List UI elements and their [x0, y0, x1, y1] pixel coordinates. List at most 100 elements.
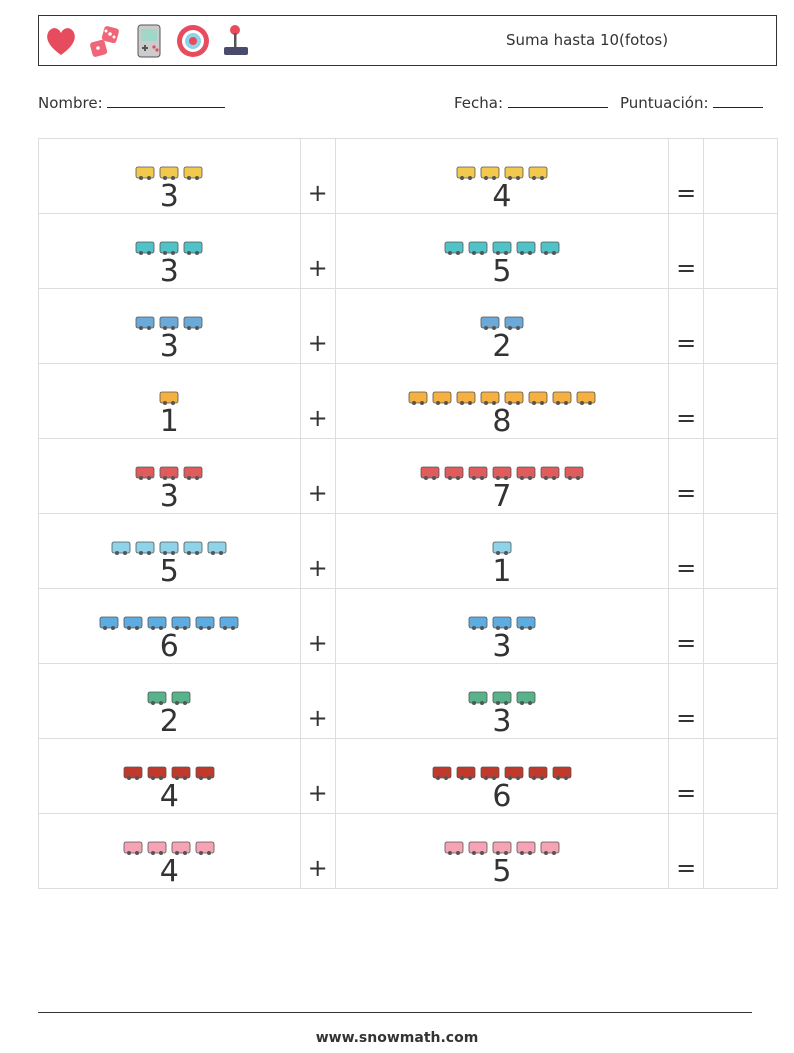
- addend-b: 6: [334, 738, 670, 814]
- footer-url: www.snowmath.com: [315, 1030, 479, 1046]
- cheese-icon: [528, 391, 548, 405]
- problem-row: 5 +1 =: [38, 513, 778, 589]
- name-field[interactable]: Nombre:: [38, 94, 226, 112]
- addend-a: 1: [38, 363, 301, 439]
- answer-cell[interactable]: [703, 738, 778, 814]
- problem-row: 4 +6 =: [38, 738, 778, 814]
- score-label: Puntuación:: [620, 94, 709, 112]
- city-buildings-pictures: [336, 305, 669, 331]
- map-frame-pictures: [39, 530, 300, 556]
- addend-value: 5: [492, 254, 512, 289]
- heart-message-icon: [492, 841, 512, 855]
- date-blank[interactable]: [507, 95, 608, 108]
- answer-cell[interactable]: [703, 288, 778, 364]
- addend-a: 5: [38, 513, 301, 589]
- addend-a: 3: [38, 213, 301, 289]
- trees-icon: [171, 691, 191, 705]
- addend-value: 2: [159, 704, 179, 739]
- city-buildings-icon: [183, 316, 203, 330]
- footer-divider: [38, 1012, 752, 1013]
- sailboat-icon: [159, 241, 179, 255]
- heart-message-pictures: [39, 830, 300, 856]
- heart-message-pictures: [336, 830, 669, 856]
- equals-sign: =: [668, 288, 705, 364]
- score-field[interactable]: Puntuación:: [620, 94, 764, 112]
- answer-cell[interactable]: [703, 513, 778, 589]
- trolleybus-icon: [159, 166, 179, 180]
- equals-sign: =: [668, 663, 705, 739]
- worksheet-header: Suma hasta 10(fotos): [38, 15, 777, 66]
- equals-sign: =: [668, 138, 705, 214]
- addend-b: 5: [334, 813, 670, 889]
- cheese-pictures: [39, 380, 300, 406]
- addend-value: 4: [159, 779, 179, 814]
- truck-icon: [135, 466, 155, 480]
- answer-cell[interactable]: [703, 213, 778, 289]
- addend-value: 8: [492, 404, 512, 439]
- cheese-icon: [576, 391, 596, 405]
- poker-chip-icon: [175, 21, 211, 61]
- shop-building-icon: [99, 616, 119, 630]
- cheese-icon: [432, 391, 452, 405]
- cheese-icon: [408, 391, 428, 405]
- city-buildings-icon: [504, 316, 524, 330]
- date-field[interactable]: Fecha:: [454, 94, 608, 112]
- shop-building-pictures: [336, 605, 669, 631]
- addend-value: 4: [492, 179, 512, 214]
- shop-building-icon: [123, 616, 143, 630]
- truck-icon: [540, 466, 560, 480]
- answer-cell[interactable]: [703, 813, 778, 889]
- cherries-pictures: [336, 755, 669, 781]
- joystick-icon: [219, 21, 255, 61]
- problem-row: 3 +4 =: [38, 138, 778, 214]
- game-console-icon: [131, 21, 167, 61]
- trolleybus-pictures: [336, 155, 669, 181]
- addend-b: 3: [334, 663, 670, 739]
- cheese-pictures: [336, 380, 669, 406]
- cherries-icon: [147, 766, 167, 780]
- heart-message-icon: [195, 841, 215, 855]
- cherries-icon: [456, 766, 476, 780]
- name-blank[interactable]: [107, 95, 226, 108]
- addend-value: 1: [159, 404, 179, 439]
- addend-a: 2: [38, 663, 301, 739]
- truck-icon: [516, 466, 536, 480]
- problem-row: 3 +5 =: [38, 213, 778, 289]
- addend-value: 5: [492, 854, 512, 889]
- cherries-icon: [504, 766, 524, 780]
- addend-b: 7: [334, 438, 670, 514]
- problems-table: 3 +4 = 3 +5 = 3 +2 = 1 +8 = 3 +7 = 5 +1 = 6 +3 = 2 +3 = 4 +6 = 4 +5 =: [38, 138, 778, 889]
- equals-sign: =: [668, 738, 705, 814]
- trees-icon: [492, 691, 512, 705]
- score-blank[interactable]: [713, 95, 764, 108]
- problem-row: 3 +2 =: [38, 288, 778, 364]
- sailboat-icon: [540, 241, 560, 255]
- addend-value: 3: [492, 629, 512, 664]
- plus-sign: +: [299, 363, 336, 439]
- addend-value: 7: [492, 479, 512, 514]
- addend-value: 6: [159, 629, 179, 664]
- map-frame-icon: [207, 541, 227, 555]
- cherries-icon: [552, 766, 572, 780]
- answer-cell[interactable]: [703, 363, 778, 439]
- plus-sign: +: [299, 513, 336, 589]
- answer-cell[interactable]: [703, 588, 778, 664]
- plus-sign: +: [299, 288, 336, 364]
- addend-a: 3: [38, 288, 301, 364]
- cherries-icon: [528, 766, 548, 780]
- heart-message-icon: [147, 841, 167, 855]
- equals-sign: =: [668, 588, 705, 664]
- sailboat-pictures: [39, 230, 300, 256]
- answer-cell[interactable]: [703, 663, 778, 739]
- trolleybus-icon: [528, 166, 548, 180]
- answer-cell[interactable]: [703, 438, 778, 514]
- worksheet-title: Suma hasta 10(fotos): [506, 31, 669, 49]
- answer-cell[interactable]: [703, 138, 778, 214]
- plus-sign: +: [299, 813, 336, 889]
- addend-value: 4: [159, 854, 179, 889]
- sailboat-icon: [492, 241, 512, 255]
- trolleybus-icon: [183, 166, 203, 180]
- addend-b: 4: [334, 138, 670, 214]
- problem-row: 6 +3 =: [38, 588, 778, 664]
- truck-icon: [492, 466, 512, 480]
